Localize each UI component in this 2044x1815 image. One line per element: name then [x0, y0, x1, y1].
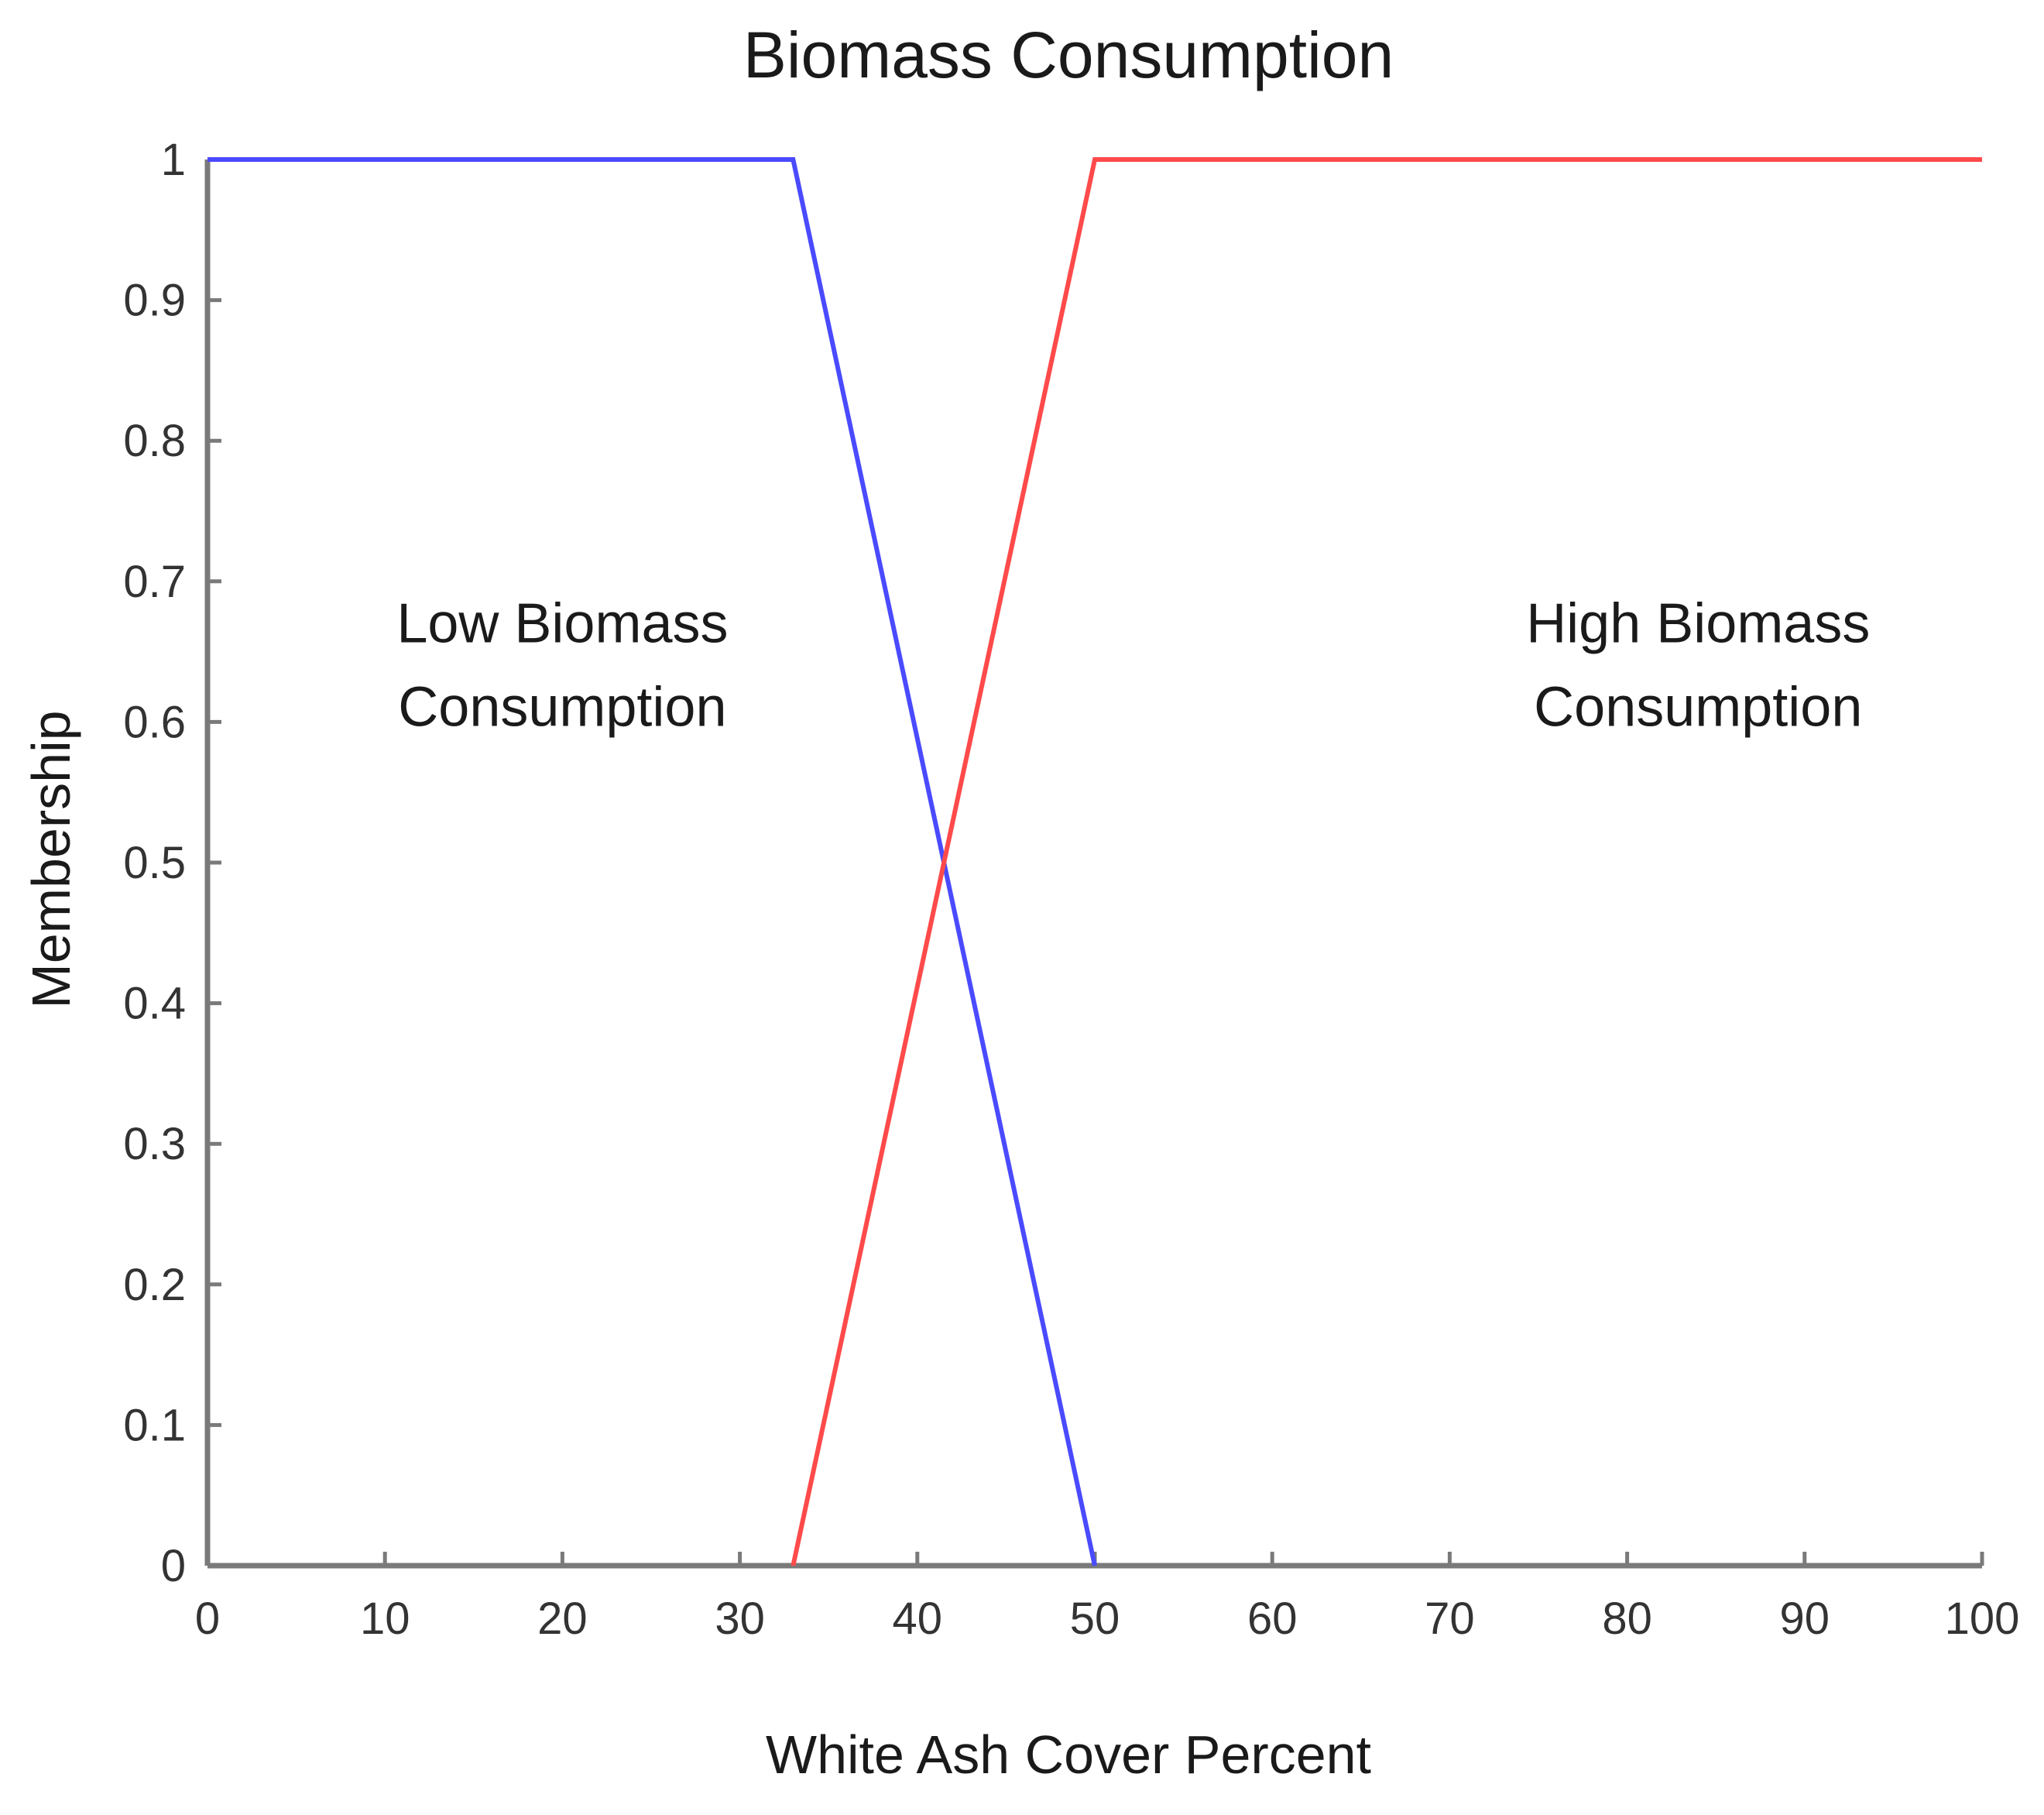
x-tick-label: 0 — [195, 1594, 220, 1644]
ticks: 0 10 20 30 40 50 60 70 80 90 100 0 0.1 0.2 0.3 0.4 0.5 0.… — [123, 135, 2019, 1644]
y-tick-label: 0.4 — [123, 979, 186, 1029]
annotations: Low Biomass Consumption High Biomass Consum… — [396, 592, 1870, 738]
y-axis-label-group: Membership — [21, 710, 81, 1008]
y-tick-label: 0.6 — [123, 697, 186, 747]
x-tick-label: 60 — [1247, 1594, 1298, 1644]
annotation-1: Low Biomass Consumption — [396, 592, 728, 738]
chart-title: Biomass Consumption — [743, 19, 1394, 91]
y-tick-label: 0.3 — [123, 1119, 186, 1169]
series-group — [207, 157, 1982, 1566]
y-tick-label: 0.1 — [123, 1400, 186, 1450]
series-line-1 — [207, 157, 1097, 1566]
x-tick-label: 40 — [893, 1594, 943, 1644]
series-line-2 — [791, 157, 1982, 1566]
axes — [204, 160, 1982, 1569]
x-tick-label: 100 — [1945, 1594, 2020, 1644]
y-tick-label: 0.5 — [123, 838, 186, 888]
y-tick-label: 0 — [161, 1541, 186, 1591]
x-tick-label: 10 — [360, 1594, 410, 1644]
x-tick-label: 90 — [1780, 1594, 1830, 1644]
y-tick-label: 0.7 — [123, 557, 186, 607]
annotation-line: Consumption — [398, 676, 726, 738]
annotation-2: High Biomass Consumption — [1526, 592, 1870, 738]
x-tick-label: 80 — [1602, 1594, 1652, 1644]
y-tick-label: 0.2 — [123, 1260, 186, 1310]
y-tick-label: 0.8 — [123, 416, 186, 466]
y-axis-label: Membership — [21, 710, 81, 1008]
y-tick-label: 0.9 — [123, 276, 186, 326]
x-tick-label: 50 — [1070, 1594, 1120, 1644]
x-tick-label: 70 — [1425, 1594, 1475, 1644]
x-tick-label: 30 — [715, 1594, 765, 1644]
y-tick-label: 1 — [161, 135, 186, 185]
annotation-line: High Biomass — [1526, 592, 1870, 654]
annotation-line: Low Biomass — [396, 592, 728, 654]
annotation-line: Consumption — [1534, 676, 1862, 738]
x-tick-label: 20 — [537, 1594, 588, 1644]
x-axis-label: White Ash Cover Percent — [766, 1724, 1371, 1785]
